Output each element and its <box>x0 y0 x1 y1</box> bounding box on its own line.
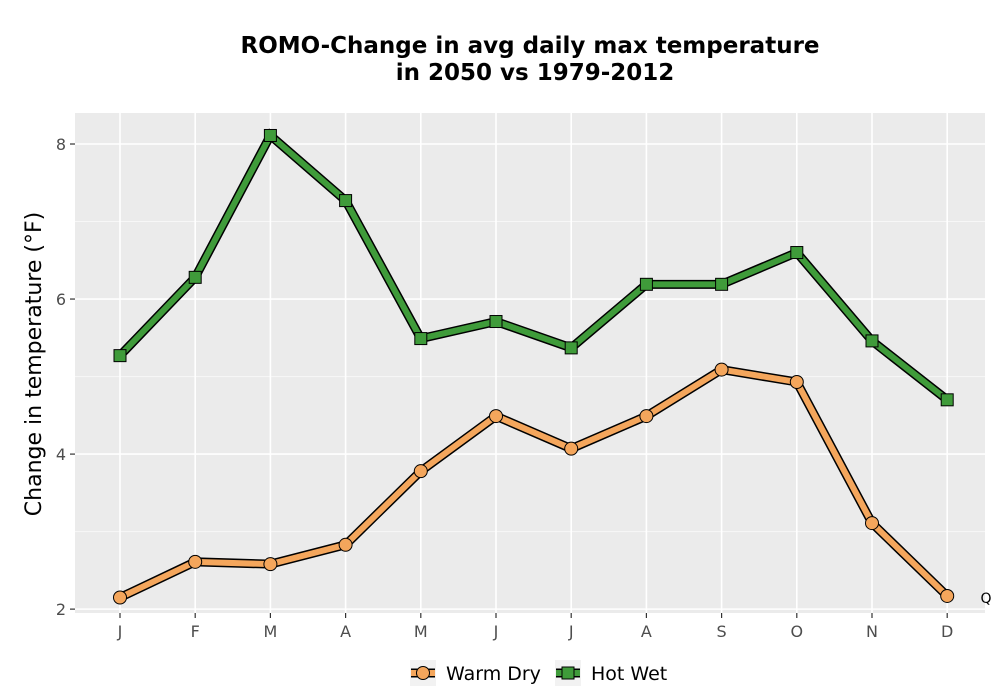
x-tick-label: M <box>414 622 428 641</box>
data-point <box>714 362 729 377</box>
data-point <box>413 464 428 479</box>
data-point <box>414 332 428 346</box>
data-point <box>639 409 654 424</box>
x-tick-label: D <box>941 622 953 641</box>
data-point <box>263 557 278 572</box>
x-tick-label: A <box>641 622 652 641</box>
data-point <box>188 554 203 569</box>
series-line <box>117 130 950 403</box>
x-tick-label: N <box>866 622 878 641</box>
x-tick-label: F <box>191 622 200 641</box>
corner-mark: Q <box>980 591 991 607</box>
x-tick-label: M <box>263 622 277 641</box>
plot-panel <box>75 113 985 613</box>
data-point <box>263 128 277 142</box>
y-axis-label: Change in temperature (°F) <box>22 212 47 516</box>
x-tick-label: J <box>117 622 123 641</box>
data-point <box>865 516 879 531</box>
x-tick-label: O <box>791 622 804 641</box>
data-point <box>489 315 503 329</box>
data-point <box>113 590 127 605</box>
chart-title-line1: ROMO-Change in avg daily max temperature <box>240 33 819 59</box>
y-tick-label: 2 <box>56 600 66 619</box>
legend-key-marker <box>561 666 575 680</box>
data-point <box>338 537 353 552</box>
series-lines <box>116 128 951 602</box>
data-point <box>188 270 202 284</box>
legend-label: Warm Dry <box>446 663 541 685</box>
data-point <box>564 441 579 456</box>
series-markers <box>113 128 955 605</box>
data-point <box>639 277 653 291</box>
x-tick-label: J <box>493 622 499 641</box>
data-point <box>489 409 503 424</box>
legend-label: Hot Wet <box>591 663 667 685</box>
chart-title-line2: in 2050 vs 1979-2012 <box>396 60 675 86</box>
axes: 2 4 6 8 J F M A M J J A S O N D <box>56 135 954 641</box>
y-tick-label: 8 <box>56 135 66 154</box>
data-point <box>564 341 578 355</box>
x-tick-label: J <box>568 622 574 641</box>
series-line <box>118 366 950 601</box>
data-point <box>940 393 954 407</box>
y-tick-label: 6 <box>56 290 66 309</box>
data-point <box>789 374 804 389</box>
data-point <box>715 277 729 291</box>
x-tick-label: A <box>340 622 351 641</box>
y-tick-label: 4 <box>56 445 66 464</box>
x-tick-label: S <box>717 622 727 641</box>
data-point <box>940 588 955 603</box>
data-point <box>865 334 879 348</box>
legend: Warm Dry Hot Wet <box>410 660 667 686</box>
legend-key-marker <box>416 666 430 680</box>
data-point <box>113 349 127 363</box>
data-point <box>339 194 353 208</box>
data-point <box>790 246 804 260</box>
